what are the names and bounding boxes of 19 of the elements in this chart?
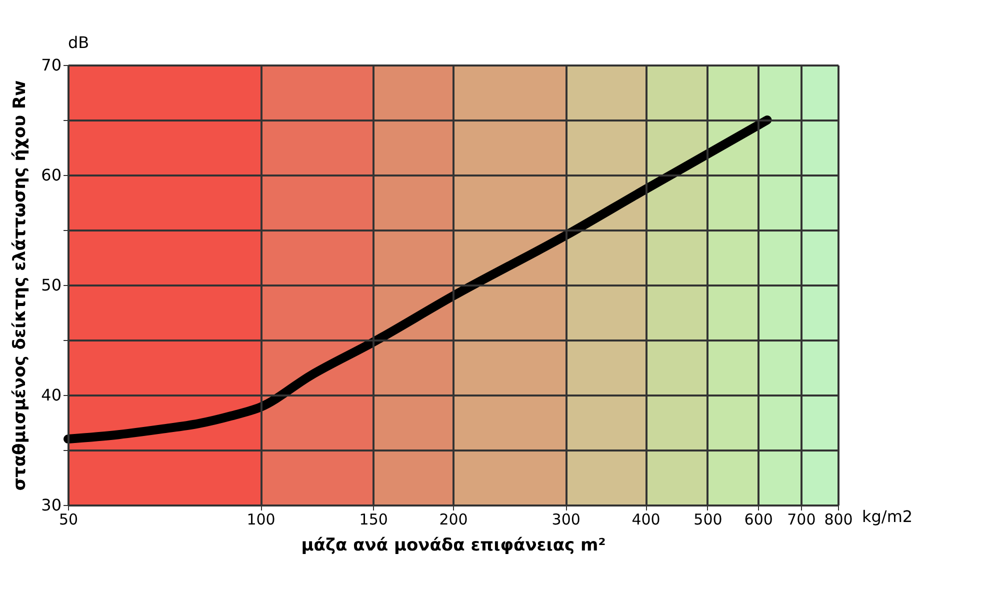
- x-axis-title: μάζα ανά μονάδα επιφάνειας m²: [301, 536, 606, 556]
- y-tick-label: 50: [41, 276, 62, 294]
- x-tick-label: 200: [439, 510, 468, 528]
- y-axis-title: σταθμισμένος δείκτης ελάττωσης ήχου Rw: [10, 80, 30, 491]
- x-tick-label: 400: [632, 510, 660, 528]
- x-tick-label: 800: [824, 510, 853, 528]
- x-tick-label: 300: [552, 510, 580, 528]
- y-tick-label: 70: [41, 56, 62, 74]
- x-tick-label: 150: [359, 510, 388, 528]
- y-tick-label: 30: [41, 496, 62, 514]
- x-tick-label: 50: [58, 510, 78, 528]
- y-tick-label: 40: [41, 386, 62, 404]
- text: kg/m2: [862, 507, 913, 526]
- x-tick-label: 700: [787, 510, 816, 528]
- x-tick-label: 500: [694, 510, 722, 528]
- text: dB: [68, 33, 90, 52]
- x-tick-label: 600: [744, 510, 773, 528]
- y-tick-label: 60: [41, 166, 62, 184]
- x-tick-label: 100: [246, 510, 276, 528]
